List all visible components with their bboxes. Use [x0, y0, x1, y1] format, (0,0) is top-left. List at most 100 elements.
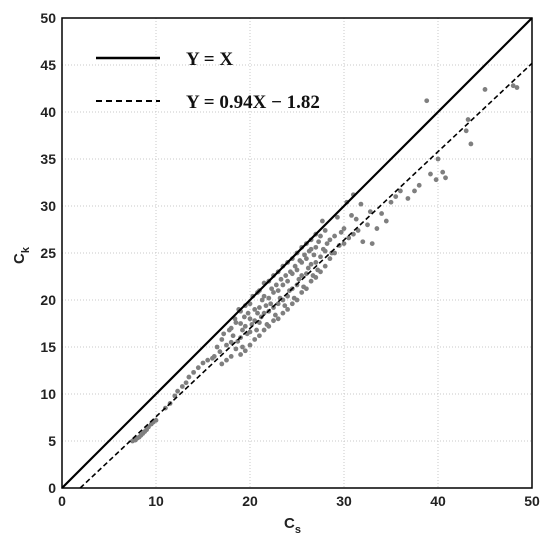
y-tick-label: 10 — [40, 386, 56, 402]
y-tick-label: 5 — [48, 433, 56, 449]
data-point — [224, 342, 229, 348]
data-point — [269, 286, 275, 292]
data-point — [255, 310, 260, 316]
data-point — [221, 331, 227, 337]
data-point — [322, 263, 328, 269]
data-point — [433, 177, 439, 183]
data-point — [311, 252, 317, 258]
data-point — [510, 83, 516, 89]
data-point — [327, 237, 333, 243]
data-point — [268, 301, 274, 307]
data-point — [299, 290, 305, 295]
data-point — [514, 85, 520, 90]
x-axis-label: Cs — [284, 515, 301, 536]
data-point — [346, 235, 352, 241]
data-point — [318, 254, 323, 260]
y-tick-label: 0 — [48, 480, 56, 496]
data-point — [233, 346, 239, 352]
data-point — [266, 323, 272, 329]
data-point — [349, 213, 354, 218]
data-point — [275, 316, 281, 322]
data-point — [242, 323, 248, 329]
data-point — [322, 228, 328, 233]
data-point — [341, 241, 347, 247]
data-point — [228, 325, 234, 331]
data-point — [358, 201, 364, 207]
y-tick-label: 50 — [40, 10, 56, 26]
data-point — [369, 241, 375, 247]
data-point — [238, 321, 244, 326]
y-tick-label: 35 — [40, 151, 56, 167]
data-point — [228, 339, 234, 345]
data-point — [233, 320, 239, 325]
data-point — [465, 117, 471, 122]
data-point — [278, 276, 284, 282]
data-point — [304, 286, 309, 292]
data-point — [282, 303, 288, 309]
data-point — [416, 182, 422, 188]
data-point — [242, 348, 248, 354]
data-point — [247, 342, 253, 348]
data-point — [365, 222, 370, 228]
y-tick-label: 15 — [40, 339, 56, 355]
x-tick-label: 10 — [148, 493, 164, 509]
data-point — [327, 256, 333, 262]
data-point — [318, 269, 323, 275]
data-point — [224, 357, 229, 363]
data-point — [383, 218, 389, 224]
data-point — [360, 239, 366, 245]
data-point — [280, 282, 286, 288]
data-point — [235, 338, 241, 344]
data-point — [338, 229, 344, 235]
data-point — [355, 228, 361, 233]
data-point — [280, 310, 286, 316]
legend: Y = X Y = 0.94X − 1.82 — [96, 49, 320, 113]
data-point — [353, 216, 359, 222]
data-point — [272, 312, 278, 318]
plot-frame — [61, 17, 533, 489]
data-point — [428, 171, 433, 177]
data-point — [332, 233, 337, 239]
data-point — [240, 327, 245, 333]
y-tick-label: 20 — [40, 292, 56, 308]
data-point — [273, 282, 279, 288]
legend-label-fit-equation: Y = 0.94X − 1.82 — [186, 92, 320, 113]
data-point — [463, 128, 469, 134]
data-point — [283, 273, 289, 278]
data-point — [294, 267, 300, 273]
data-points — [130, 83, 520, 444]
tick-labels: 0 10 20 30 40 50 0 5 10 15 20 25 30 35 40 45 50 — [40, 10, 540, 509]
data-point — [296, 276, 302, 282]
data-point — [299, 260, 305, 265]
x-tick-label: 0 — [58, 493, 66, 509]
data-point — [322, 248, 328, 254]
data-point — [388, 199, 394, 205]
data-point — [285, 278, 290, 284]
data-point — [302, 252, 307, 258]
data-point — [299, 273, 305, 278]
data-point — [308, 246, 314, 252]
data-point — [252, 337, 258, 342]
data-point — [211, 354, 217, 359]
data-point — [405, 196, 411, 201]
data-point — [205, 357, 211, 363]
data-point — [440, 169, 446, 175]
data-point — [341, 226, 347, 231]
data-point — [374, 226, 380, 231]
data-point — [257, 333, 262, 339]
data-point — [304, 256, 309, 262]
data-point — [275, 301, 281, 307]
data-point — [443, 175, 448, 181]
data-point — [261, 327, 267, 333]
data-point — [294, 297, 300, 303]
data-point — [179, 384, 185, 389]
x-tick-label: 40 — [430, 493, 446, 509]
data-point — [393, 194, 399, 200]
data-point — [261, 293, 267, 299]
data-point — [412, 188, 417, 194]
data-point — [332, 250, 337, 256]
data-point — [263, 303, 269, 309]
y-tick-label: 40 — [40, 104, 56, 120]
data-point — [304, 271, 309, 277]
data-point — [324, 241, 330, 247]
